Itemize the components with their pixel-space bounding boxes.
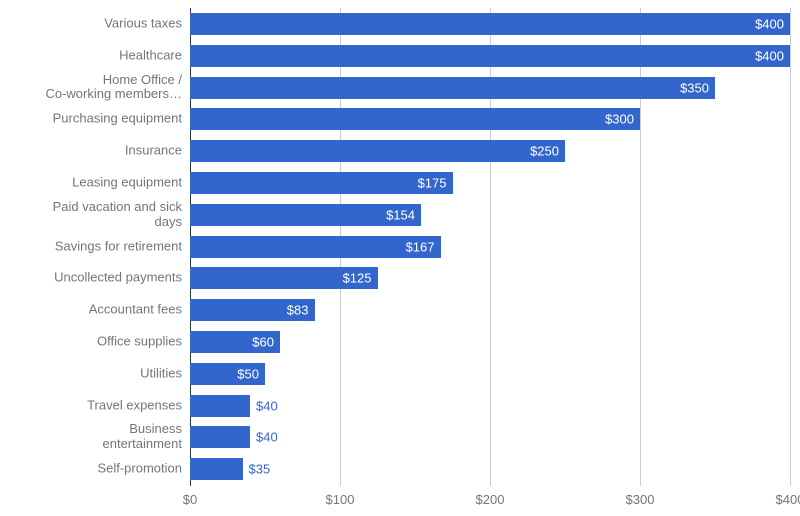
- expense-bar-chart: $0$100$200$300$400Various taxes$400Healt…: [0, 0, 800, 516]
- category-label: Self-promotion: [0, 462, 190, 477]
- category-label: Utilities: [0, 366, 190, 381]
- bar: [190, 13, 790, 35]
- category-label: Savings for retirement: [0, 239, 190, 254]
- bar: [190, 458, 243, 480]
- category-label: Healthcare: [0, 48, 190, 63]
- bar: [190, 172, 453, 194]
- x-tick-label: $400: [776, 492, 800, 507]
- category-label: Home Office / Co-working members…: [0, 73, 190, 103]
- bar-row: Utilities$50: [190, 363, 790, 385]
- bar: [190, 395, 250, 417]
- value-label: $40: [256, 430, 278, 445]
- category-label: Insurance: [0, 144, 190, 159]
- value-label: $35: [249, 462, 271, 477]
- bar-row: Travel expenses$40: [190, 395, 790, 417]
- bar-row: Home Office / Co-working members…$350: [190, 77, 790, 99]
- value-label: $60: [252, 334, 274, 349]
- value-label: $250: [530, 144, 559, 159]
- x-tick-label: $100: [326, 492, 355, 507]
- x-tick-label: $0: [183, 492, 197, 507]
- bar-row: Paid vacation and sick days$154: [190, 204, 790, 226]
- value-label: $400: [755, 16, 784, 31]
- plot-area: $0$100$200$300$400Various taxes$400Healt…: [190, 8, 790, 486]
- category-label: Purchasing equipment: [0, 112, 190, 127]
- value-label: $350: [680, 80, 709, 95]
- x-tick-label: $200: [476, 492, 505, 507]
- bar: [190, 108, 640, 130]
- value-label: $50: [237, 366, 259, 381]
- category-label: Office supplies: [0, 334, 190, 349]
- value-label: $400: [755, 48, 784, 63]
- bar-row: Insurance$250: [190, 140, 790, 162]
- value-label: $154: [386, 207, 415, 222]
- bar: [190, 426, 250, 448]
- category-label: Business entertainment: [0, 422, 190, 452]
- bar-row: Uncollected payments$125: [190, 267, 790, 289]
- bar: [190, 236, 441, 258]
- x-tick-label: $300: [626, 492, 655, 507]
- bar-row: Accountant fees$83: [190, 299, 790, 321]
- category-label: Leasing equipment: [0, 175, 190, 190]
- bar: [190, 45, 790, 67]
- category-label: Uncollected payments: [0, 271, 190, 286]
- category-label: Accountant fees: [0, 303, 190, 318]
- category-label: Paid vacation and sick days: [0, 200, 190, 230]
- value-label: $300: [605, 112, 634, 127]
- bar-row: Purchasing equipment$300: [190, 108, 790, 130]
- value-label: $83: [287, 303, 309, 318]
- value-label: $175: [418, 175, 447, 190]
- bar-row: Self-promotion$35: [190, 458, 790, 480]
- value-label: $167: [406, 239, 435, 254]
- value-label: $125: [343, 271, 372, 286]
- category-label: Various taxes: [0, 16, 190, 31]
- bar: [190, 77, 715, 99]
- bar-row: Office supplies$60: [190, 331, 790, 353]
- bar-row: Various taxes$400: [190, 13, 790, 35]
- category-label: Travel expenses: [0, 398, 190, 413]
- bar-row: Leasing equipment$175: [190, 172, 790, 194]
- bar-row: Healthcare$400: [190, 45, 790, 67]
- gridline: [790, 8, 791, 486]
- bar-row: Savings for retirement$167: [190, 236, 790, 258]
- bar-row: Business entertainment$40: [190, 426, 790, 448]
- value-label: $40: [256, 398, 278, 413]
- bar: [190, 140, 565, 162]
